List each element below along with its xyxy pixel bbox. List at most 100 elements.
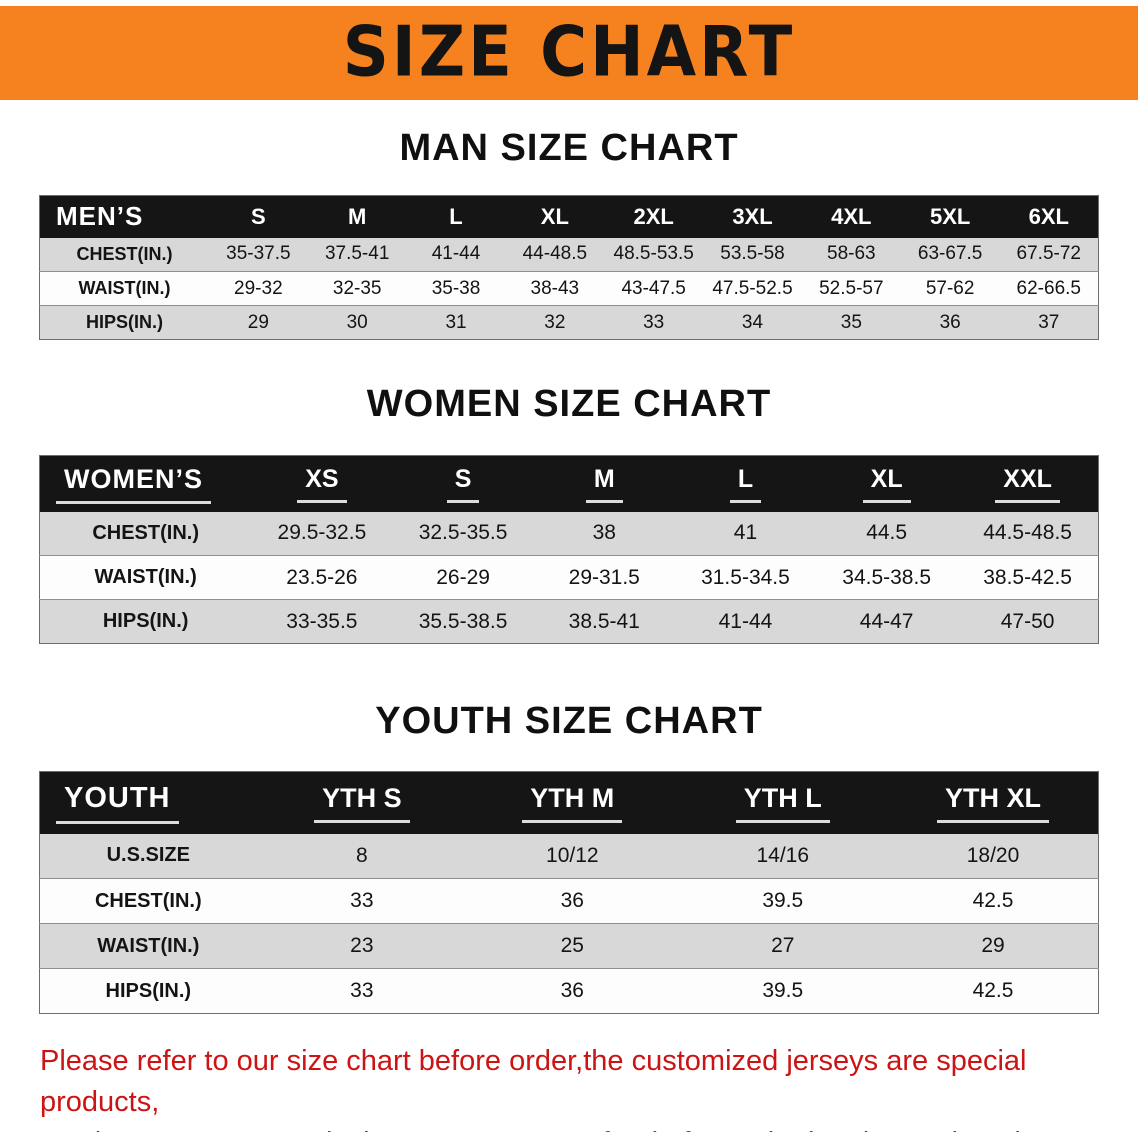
size-label: 5XL: [929, 203, 971, 229]
data-cell: 52.5-57: [819, 277, 884, 299]
table-row: HIPS(IN.) 33-35.5 35.5-38.5 38.5-41 41-44 44-…: [39, 599, 1099, 644]
size-label: XL: [540, 203, 569, 229]
row-label: U.S.SIZE: [106, 844, 190, 867]
men-section-heading: MAN SIZE CHART: [399, 127, 739, 169]
data-cell: 33: [350, 979, 374, 1002]
size-label: XL: [862, 465, 911, 503]
data-cell: 42.5: [972, 979, 1014, 1002]
data-cell: 44-48.5: [522, 243, 588, 265]
size-header-cell: L: [674, 455, 817, 512]
size-header-cell: 3XL: [703, 195, 802, 238]
data-cell: 47-50: [1000, 609, 1055, 633]
size-label: 2XL: [633, 203, 674, 229]
size-label: XS: [297, 465, 347, 503]
data-cell: 48.5-53.5: [613, 243, 694, 265]
data-cell: 34.5-38.5: [842, 565, 932, 589]
row-label: WAIST(IN.): [94, 566, 197, 588]
data-cell: 33-35.5: [286, 609, 358, 633]
size-label: M: [585, 465, 623, 503]
row-label: WAIST(IN.): [97, 934, 200, 957]
size-label: 4XL: [831, 203, 872, 229]
men-size-table: MEN’S S M L XL 2XL 3XL 4XL 5XL 6XL CHEST(IN.) 35-37…: [39, 195, 1099, 340]
table-title-cell: WOMEN’S: [39, 455, 252, 512]
data-cell: 26-29: [436, 565, 490, 589]
size-label: YTH M: [522, 783, 623, 823]
size-header-cell: M: [533, 455, 675, 512]
data-cell: 35-37.5: [226, 243, 291, 265]
data-cell: 37.5-41: [324, 243, 390, 265]
size-label: 6XL: [1028, 203, 1069, 229]
row-label: CHEST(IN.): [92, 521, 199, 544]
size-label: M: [348, 203, 367, 229]
data-cell: 53.5-58: [720, 243, 785, 265]
data-cell: 41-44: [718, 609, 773, 633]
size-header-cell: XL: [816, 455, 958, 512]
size-header-cell: 2XL: [604, 195, 704, 238]
data-cell: 34: [741, 311, 764, 333]
data-cell: 23: [350, 934, 374, 957]
data-cell: 33: [350, 889, 374, 912]
table-row: WAIST(IN.) 23 25 27 29: [39, 923, 1099, 969]
women-size-table: WOMEN’S XS S M L XL XXL CHEST(IN.) 29.5-32.5 32.5…: [39, 455, 1099, 644]
table-header-row: MEN’S S M L XL 2XL 3XL 4XL 5XL 6XL: [39, 195, 1099, 238]
data-cell: 29-31.5: [568, 565, 640, 589]
data-cell: 63-67.5: [917, 243, 983, 265]
data-cell: 8: [355, 843, 368, 867]
data-cell: 35-38: [431, 277, 481, 299]
data-cell: 42.5: [972, 889, 1014, 912]
data-cell: 27: [771, 934, 795, 957]
data-cell: 14/16: [756, 843, 810, 867]
size-header-cell: XS: [251, 455, 393, 512]
data-cell: 39.5: [762, 889, 804, 912]
table-header-row: YOUTH YTH S YTH M YTH L YTH XL: [39, 771, 1099, 834]
data-cell: 44.5-48.5: [983, 521, 1072, 545]
size-label: L: [729, 465, 762, 503]
size-label: YTH L: [735, 783, 830, 823]
table-row: CHEST(IN.) 29.5-32.5 32.5-35.5 38 41 44.5 44.5…: [39, 511, 1099, 556]
data-cell: 67.5-72: [1016, 243, 1081, 265]
data-cell: 44-47: [859, 609, 914, 633]
size-header-cell: XL: [505, 195, 605, 238]
data-cell: 32: [544, 311, 566, 333]
women-section-heading: WOMEN SIZE CHART: [366, 383, 772, 425]
data-cell: 10/12: [546, 843, 599, 867]
size-label: S: [446, 465, 480, 503]
size-label: XXL: [995, 465, 1060, 503]
data-cell: 57-62: [925, 277, 975, 299]
data-cell: 31: [445, 311, 467, 333]
data-cell: 33: [643, 311, 665, 333]
disclaimer-line-2: we don't accept cancel, change, teturn o…: [40, 1123, 1100, 1132]
data-cell: 29: [247, 311, 269, 333]
table-header-row: WOMEN’S XS S M L XL XXL: [39, 455, 1099, 512]
data-cell: 37: [1038, 311, 1060, 333]
size-header-cell: YTH L: [677, 771, 888, 834]
table-title-label: MEN’S: [56, 201, 144, 232]
data-cell: 41: [733, 521, 758, 545]
size-chart-banner: SIZE CHART: [0, 6, 1138, 100]
disclaimer-text: Please refer to our size chart before or…: [40, 1041, 1100, 1132]
table-row: CHEST(IN.) 35-37.5 37.5-41 41-44 44-48.5 48.5…: [39, 237, 1099, 272]
table-row: WAIST(IN.) 23.5-26 26-29 29-31.5 31.5-34.5 34…: [39, 555, 1099, 600]
data-cell: 23.5-26: [286, 565, 358, 589]
row-label: HIPS(IN.): [85, 312, 163, 332]
size-header-cell: YTH XL: [888, 771, 1099, 834]
size-header-cell: M: [307, 195, 407, 238]
table-title-label: WOMEN’S: [56, 464, 211, 504]
size-label: 3XL: [732, 203, 773, 229]
table-title-cell: YOUTH: [39, 771, 257, 834]
data-cell: 29.5-32.5: [277, 521, 367, 545]
data-cell: 30: [346, 311, 368, 333]
youth-size-table: YOUTH YTH S YTH M YTH L YTH XL U.S.SIZE 8 10/12…: [39, 771, 1099, 1014]
data-cell: 36: [560, 979, 584, 1002]
row-label: CHEST(IN.): [76, 243, 173, 264]
data-cell: 58-63: [827, 243, 876, 265]
data-cell: 36: [939, 311, 961, 333]
size-label: YTH XL: [936, 783, 1049, 823]
data-cell: 35: [840, 311, 862, 333]
size-chart-title: SIZE CHART: [342, 13, 796, 93]
data-cell: 38.5-41: [568, 609, 640, 633]
size-header-cell: L: [406, 195, 506, 238]
table-title-cell: MEN’S: [39, 195, 209, 238]
row-label: CHEST(IN.): [94, 889, 202, 912]
